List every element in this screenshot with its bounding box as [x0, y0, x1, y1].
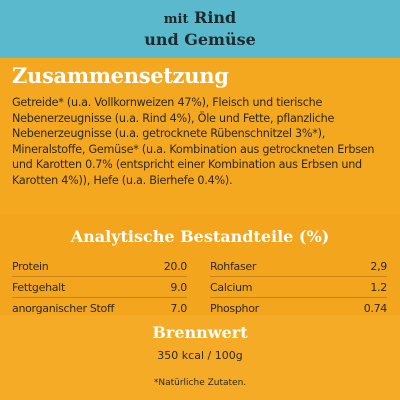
nutrient-value: 7.0	[170, 302, 187, 315]
nutrient-row: Rohfaser 2,9	[210, 256, 387, 277]
composition-title: Zusammensetzung	[12, 63, 229, 88]
banner-prefix: mit	[163, 12, 189, 27]
banner-main: Rind	[194, 8, 237, 27]
energy-title: Brennwert	[152, 323, 248, 342]
energy-section	[0, 315, 400, 400]
analysis-title: Analytische Bestandteile (%)	[70, 227, 330, 246]
nutrient-row: Phosphor 0.74	[210, 298, 387, 318]
nutrient-value: 2,9	[370, 260, 387, 273]
nutrient-row: anorganischer Stoff 7.0	[12, 298, 187, 318]
composition-section	[0, 58, 400, 215]
banner-title: mit Rind und Gemüse	[0, 8, 400, 50]
banner: mit Rind und Gemüse	[0, 0, 400, 58]
nutrient-value: 1.2	[370, 281, 387, 294]
analysis-table-left: Protein 20.0 Fettgehalt 9.0 anorganische…	[12, 256, 187, 318]
analysis-section	[0, 215, 400, 315]
nutrient-label: Calcium	[210, 281, 253, 294]
nutrient-label: Phosphor	[210, 302, 259, 315]
nutrient-row: Calcium 1.2	[210, 277, 387, 298]
analysis-table-right: Rohfaser 2,9 Calcium 1.2 Phosphor 0.74	[210, 256, 387, 318]
energy-value: 350 kcal / 100g	[157, 349, 243, 362]
nutrient-value: 0.74	[363, 302, 388, 315]
nutrient-label: Protein	[12, 260, 49, 273]
nutrient-row: Protein 20.0	[12, 256, 187, 277]
nutrient-value: 9.0	[170, 281, 187, 294]
footnote: *Natürliche Zutaten.	[153, 378, 247, 388]
nutrient-label: Fettgehalt	[12, 281, 65, 294]
banner-line2: und Gemüse	[144, 30, 256, 49]
nutrient-row: Fettgehalt 9.0	[12, 277, 187, 298]
nutrient-label: anorganischer Stoff	[12, 302, 115, 315]
composition-text: Getreide* (u.a. Vollkornweizen 47%), Fle…	[12, 96, 375, 187]
nutrient-label: Rohfaser	[210, 260, 257, 273]
nutrient-value: 20.0	[163, 260, 188, 273]
